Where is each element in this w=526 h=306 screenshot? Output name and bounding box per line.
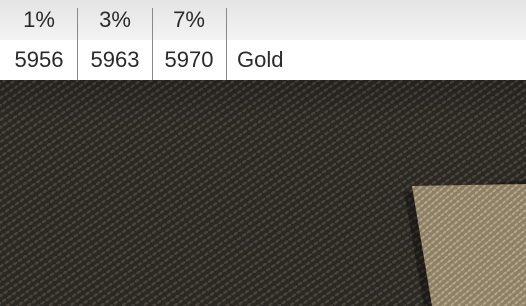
fabric-back bbox=[412, 184, 526, 306]
color-name: Gold bbox=[237, 40, 283, 80]
percent-label: 1% bbox=[0, 0, 78, 40]
swatch-page: 1% 3% 7% 5956 5963 5970 Gold bbox=[0, 0, 526, 306]
code-row: 5956 5963 5970 Gold bbox=[0, 40, 526, 80]
separator bbox=[77, 8, 78, 80]
separator bbox=[152, 8, 153, 80]
separator bbox=[226, 8, 227, 80]
fabric-shade bbox=[0, 80, 526, 120]
product-code: 5956 bbox=[0, 40, 78, 80]
percent-label: 3% bbox=[78, 0, 152, 40]
product-code: 5963 bbox=[78, 40, 152, 80]
percent-row: 1% 3% 7% bbox=[0, 0, 526, 40]
product-code: 5970 bbox=[152, 40, 226, 80]
percent-label: 7% bbox=[152, 0, 226, 40]
fabric-swatch bbox=[0, 80, 526, 306]
